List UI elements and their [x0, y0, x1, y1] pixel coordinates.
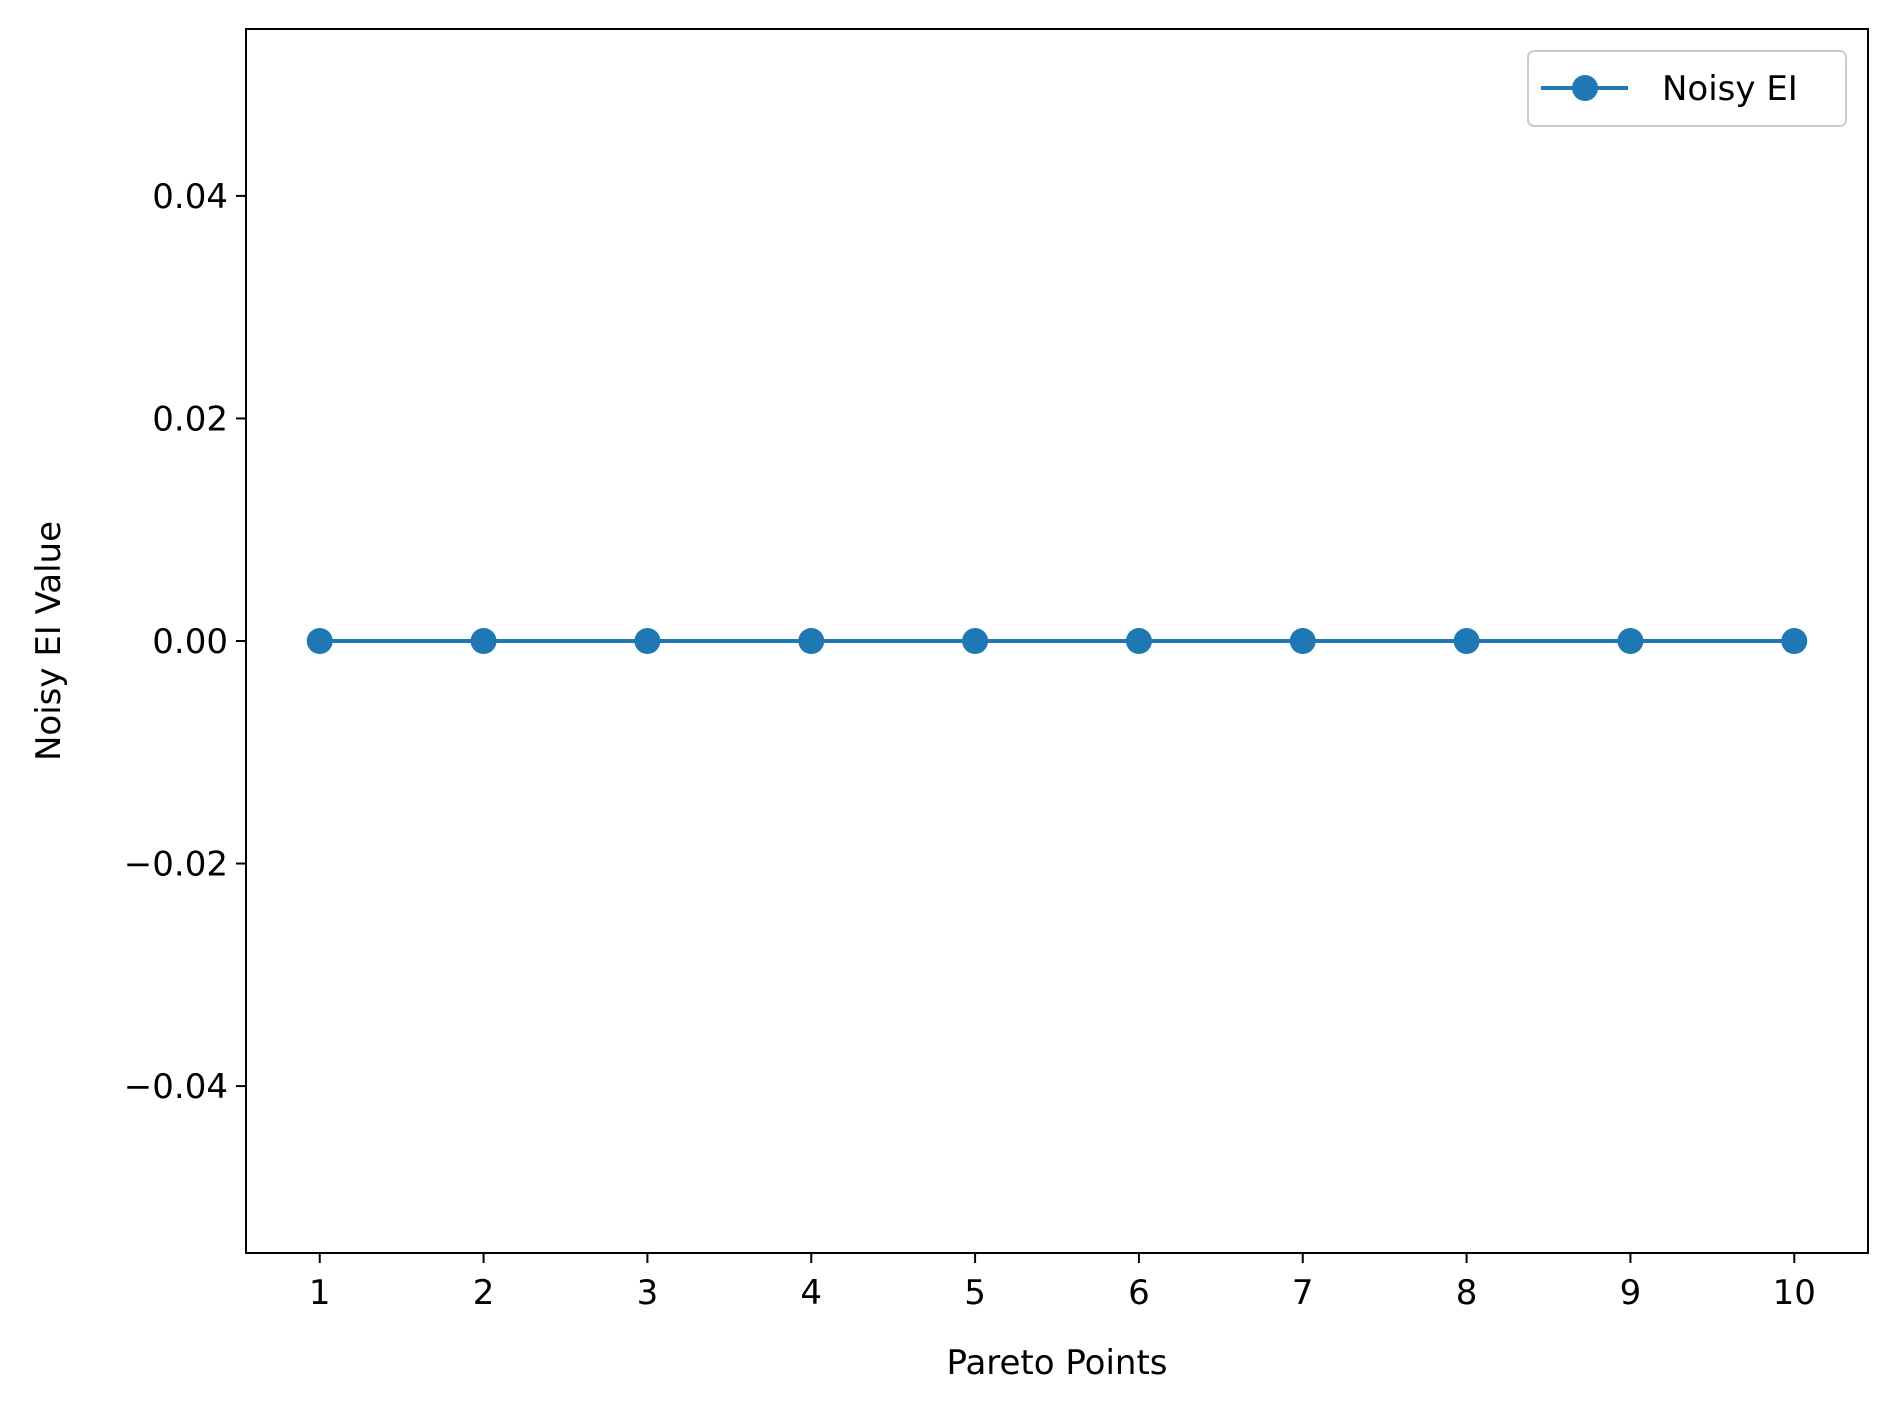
y-axis-label: Noisy EI Value	[29, 521, 69, 761]
axes-frame	[245, 28, 1869, 1254]
x-axis-label: Pareto Points	[946, 1343, 1167, 1383]
data-point-marker	[1781, 628, 1808, 654]
legend-box	[1527, 50, 1847, 127]
x-tick-label: 3	[637, 1273, 659, 1313]
y-tick-label: 0.00	[152, 622, 228, 662]
legend-label-noisy-ei: Noisy EI	[1662, 69, 1798, 109]
data-point-marker	[634, 628, 661, 654]
x-tick-label: 7	[1292, 1273, 1314, 1313]
x-tick-label: 1	[309, 1273, 331, 1313]
data-point-marker	[1289, 628, 1316, 654]
y-tick-label: −0.04	[124, 1067, 228, 1107]
y-tick-label: 0.02	[152, 399, 228, 439]
data-point-marker	[1617, 628, 1644, 654]
data-point-marker	[306, 628, 333, 654]
data-point-marker	[1125, 628, 1152, 654]
x-axis: 1 2 3 4 5 6 7 8 9 10	[309, 1253, 1816, 1313]
x-tick-label: 4	[800, 1273, 822, 1313]
x-tick-label: 5	[964, 1273, 986, 1313]
x-tick-label: 6	[1128, 1273, 1150, 1313]
data-point-marker	[962, 628, 989, 654]
y-axis: −0.04 −0.02 0.00 0.02 0.04	[124, 177, 246, 1107]
y-tick-label: −0.02	[124, 845, 228, 885]
data-point-marker	[1453, 628, 1480, 654]
legend: Noisy EI	[1527, 50, 1847, 127]
data-point-marker	[798, 628, 825, 654]
x-tick-label: 9	[1620, 1273, 1642, 1313]
x-tick-label: 8	[1456, 1273, 1478, 1313]
data-point-marker	[470, 628, 497, 654]
legend-marker-swatch	[1572, 75, 1598, 101]
series-layer	[306, 628, 1808, 654]
y-tick-label: 0.04	[152, 177, 228, 217]
x-tick-label: 2	[473, 1273, 495, 1313]
x-tick-label: 10	[1773, 1273, 1816, 1313]
